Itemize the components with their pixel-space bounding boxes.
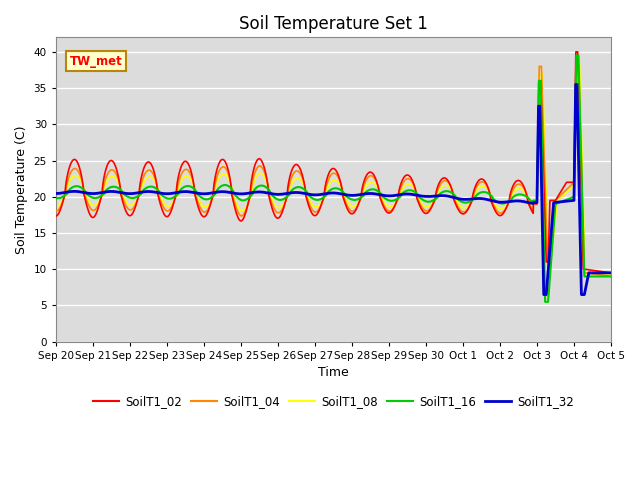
Legend: SoilT1_02, SoilT1_04, SoilT1_08, SoilT1_16, SoilT1_32: SoilT1_02, SoilT1_04, SoilT1_08, SoilT1_… bbox=[88, 390, 579, 413]
Y-axis label: Soil Temperature (C): Soil Temperature (C) bbox=[15, 125, 28, 254]
Title: Soil Temperature Set 1: Soil Temperature Set 1 bbox=[239, 15, 428, 33]
Text: TW_met: TW_met bbox=[70, 55, 122, 68]
X-axis label: Time: Time bbox=[318, 366, 349, 379]
